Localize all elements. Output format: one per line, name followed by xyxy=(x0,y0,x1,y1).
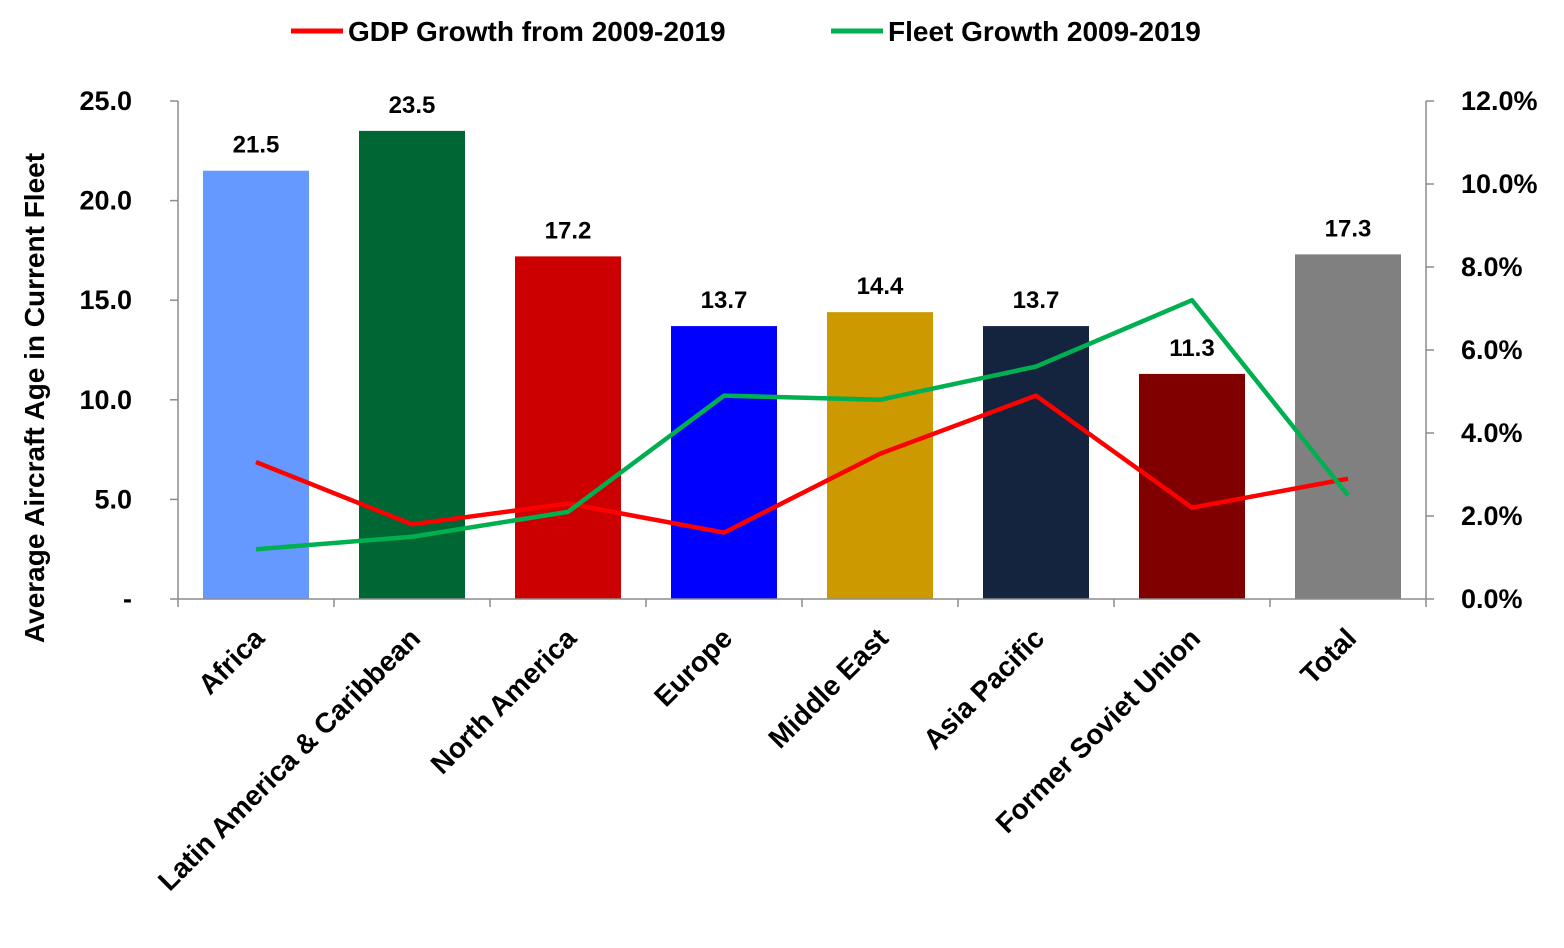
data-label: 14.4 xyxy=(857,273,904,300)
category-label: Total xyxy=(1294,622,1362,690)
data-label: 23.5 xyxy=(389,92,436,119)
y-axis-title: Average Aircraft Age in Current Fleet xyxy=(19,153,50,643)
y2-tick-label: 12.0% xyxy=(1461,86,1538,116)
plot-area: - 5.0 10.0 15.0 20.0 25.0 0.0% 2.0% 4.0% 6.0% 8.0%… xyxy=(79,86,1537,897)
bar xyxy=(1139,374,1245,599)
bar xyxy=(203,171,309,599)
category-label: North America xyxy=(425,622,583,780)
y2-tick-label: 0.0% xyxy=(1461,584,1523,614)
bar xyxy=(671,326,777,599)
data-label: 17.3 xyxy=(1325,215,1372,242)
data-label: 21.5 xyxy=(233,132,280,159)
bar xyxy=(515,256,621,599)
y-tick-label: 5.0 xyxy=(94,484,132,514)
data-label: 13.7 xyxy=(1013,287,1060,314)
data-label: 11.3 xyxy=(1169,335,1214,362)
legend: GDP Growth from 2009-2019 Fleet Growth 2… xyxy=(291,16,1201,47)
category-label: Africa xyxy=(192,622,270,700)
data-label: 17.2 xyxy=(545,217,592,244)
y-tick-label: 25.0 xyxy=(79,86,132,116)
y2-tick-label: 2.0% xyxy=(1461,501,1523,531)
legend-gdp-label: GDP Growth from 2009-2019 xyxy=(348,16,726,47)
y-tick-label: - xyxy=(123,584,132,614)
y-tick-label: 10.0 xyxy=(79,385,132,415)
y-tick-label: 20.0 xyxy=(79,186,132,216)
category-label: Europe xyxy=(648,622,738,712)
y2-tick-label: 4.0% xyxy=(1461,418,1523,448)
y2-tick-label: 6.0% xyxy=(1461,335,1523,365)
bar xyxy=(1295,254,1401,599)
category-label: Asia Pacific xyxy=(917,622,1050,755)
y2-tick-label: 10.0% xyxy=(1461,169,1538,199)
data-label: 13.7 xyxy=(701,287,748,314)
category-label: Latin America & Caribbean xyxy=(152,622,426,896)
y2-tick-label: 8.0% xyxy=(1461,252,1523,282)
category-label: Middle East xyxy=(762,622,894,754)
legend-fleet-label: Fleet Growth 2009-2019 xyxy=(888,16,1201,47)
y-tick-label: 15.0 xyxy=(79,285,132,315)
